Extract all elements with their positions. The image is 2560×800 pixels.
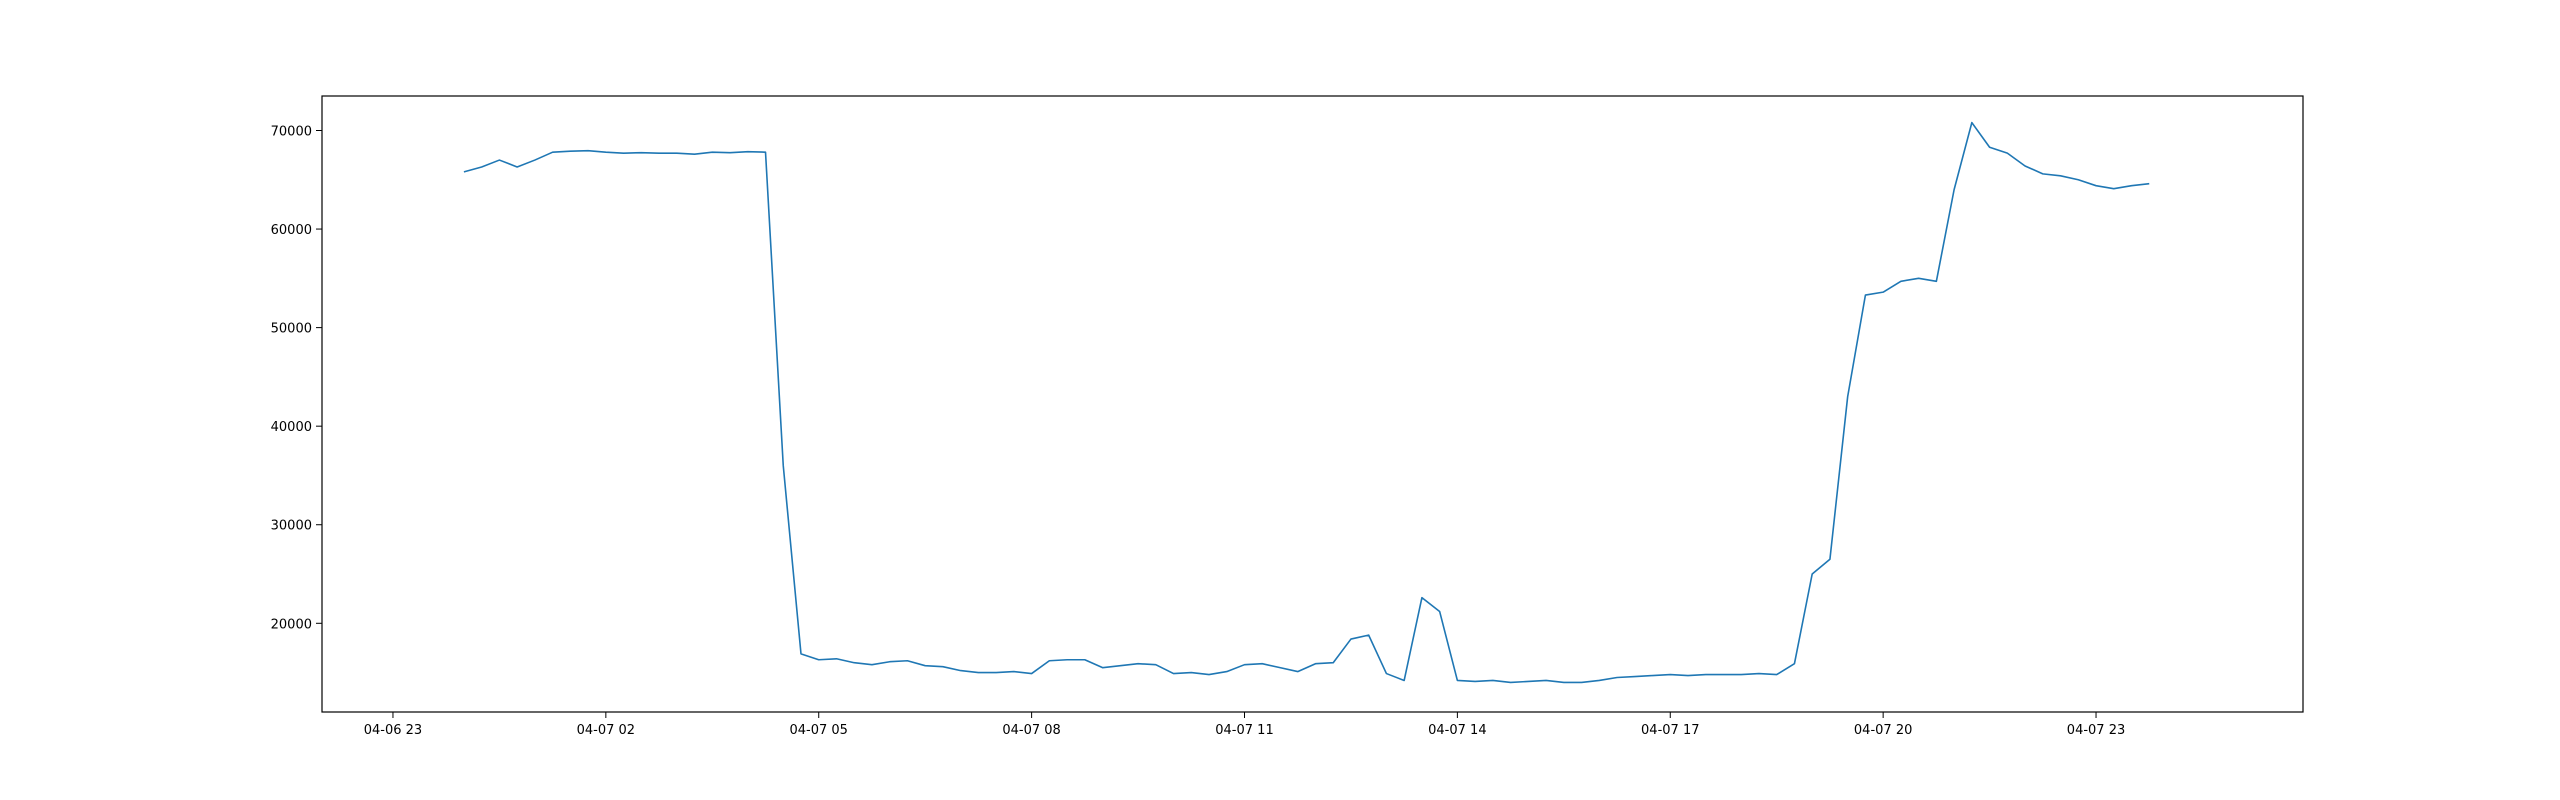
x-tick-label: 04-07 02 [577, 723, 635, 738]
x-tick-label: 04-07 14 [1428, 723, 1486, 738]
y-tick-label: 60000 [271, 223, 312, 238]
x-tick-label: 04-07 08 [1002, 723, 1060, 738]
plot-area [463, 121, 2150, 684]
x-tick-label: 04-07 23 [2067, 723, 2125, 738]
y-tick-label: 50000 [271, 322, 312, 337]
x-tick-label: 04-07 05 [790, 723, 848, 738]
y-axis: 20000 30000 40000 50000 60000 70000 [271, 124, 322, 632]
axes-frame [321, 95, 2304, 713]
y-tick-label: 20000 [271, 617, 312, 632]
y-tick-label: 70000 [271, 124, 312, 139]
y-tick-label: 40000 [271, 420, 312, 435]
x-tick-label: 04-07 20 [1854, 723, 1912, 738]
y-tick-label: 30000 [271, 519, 312, 534]
x-axis: 04-06 23 04-07 02 04-07 05 04-07 08 04-07 11… [364, 712, 2125, 738]
series-line-0 [463, 121, 2150, 684]
x-tick-label: 04-07 11 [1215, 723, 1273, 738]
x-tick-label: 04-06 23 [364, 723, 422, 738]
x-tick-label: 04-07 17 [1641, 723, 1699, 738]
